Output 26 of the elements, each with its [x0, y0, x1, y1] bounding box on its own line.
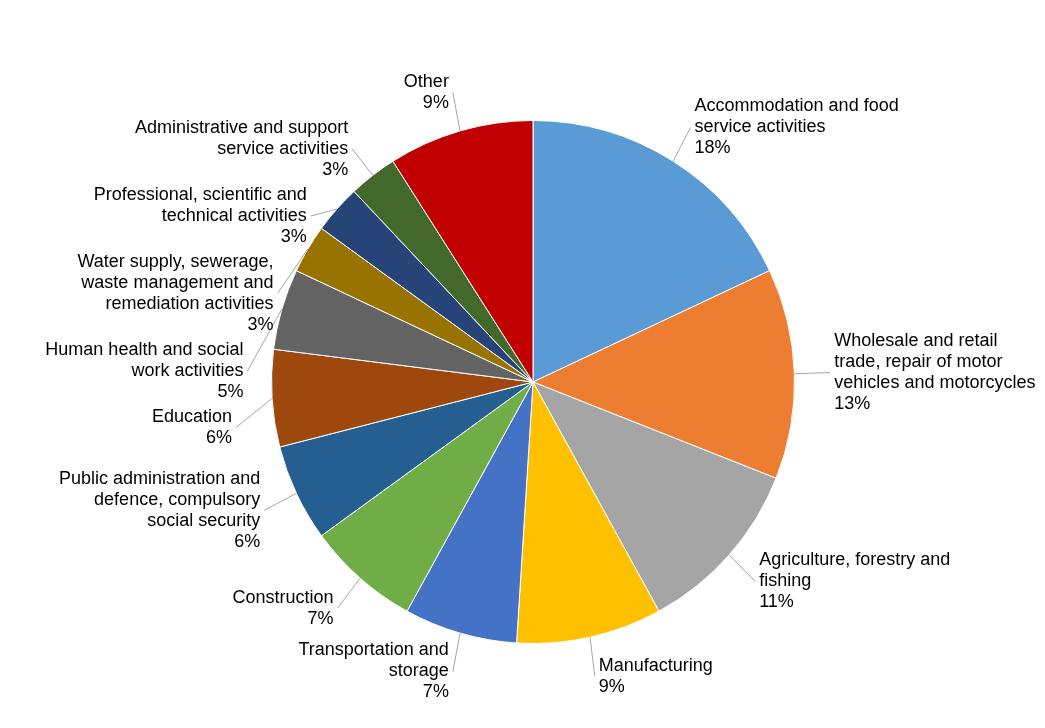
slice-label: Human health and social work activities	[45, 338, 244, 380]
slice-label: Transportation and storage	[298, 639, 449, 681]
slice-label: Construction	[232, 586, 334, 607]
data-label: 7%	[307, 607, 334, 628]
data-label: 9%	[598, 675, 625, 696]
slice-label: Wholesale and retail trade, repair of motor vehicles and motorcycles	[834, 330, 1036, 392]
slice-label: Professional, scientific and technical activities	[93, 183, 307, 225]
data-label: 11%	[759, 591, 794, 612]
slice-label: Water supply, sewerage, waste management and remediation activities	[77, 250, 274, 313]
data-label: 18%	[694, 137, 731, 158]
slice-label: Administrative and support service activities	[135, 116, 349, 158]
slice-label: Public administration and defence, compulsory social security	[59, 467, 261, 530]
slice-label: Accommodation and food service activities	[694, 95, 899, 137]
data-label: 6%	[234, 530, 261, 551]
data-label: 9%	[422, 91, 449, 112]
data-label: 5%	[217, 380, 244, 401]
slice-label: Education	[152, 405, 233, 426]
data-label: 13%	[834, 393, 871, 413]
data-label: 3%	[247, 313, 274, 334]
slice-label: Other	[403, 70, 449, 91]
data-label: 3%	[280, 225, 307, 246]
slice-label: Agriculture, forestry and fishing	[759, 549, 951, 591]
data-label: 7%	[422, 681, 449, 702]
data-label: 3%	[322, 158, 349, 179]
slice-label: Manufacturing	[598, 654, 713, 675]
data-label: 6%	[206, 426, 233, 447]
